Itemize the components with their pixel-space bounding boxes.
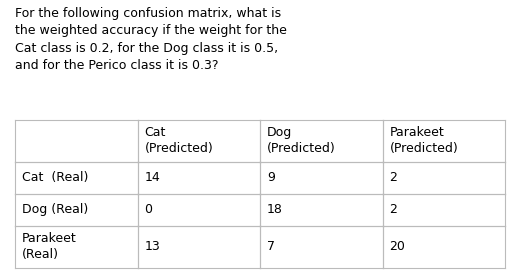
Text: 0: 0 [145,203,152,216]
Text: 9: 9 [267,171,275,185]
Text: Dog (Real): Dog (Real) [22,203,88,216]
Text: 2: 2 [389,171,398,185]
Text: Dog
(Predicted): Dog (Predicted) [267,126,336,155]
Text: 13: 13 [145,240,160,254]
Text: Parakeet
(Predicted): Parakeet (Predicted) [389,126,458,155]
Text: Cat
(Predicted): Cat (Predicted) [145,126,213,155]
Text: For the following confusion matrix, what is
the weighted accuracy if the weight : For the following confusion matrix, what… [15,7,287,72]
Text: 14: 14 [145,171,160,185]
Text: 18: 18 [267,203,283,216]
Text: 2: 2 [389,203,398,216]
Text: Cat  (Real): Cat (Real) [22,171,88,185]
Text: Parakeet
(Real): Parakeet (Real) [22,232,77,262]
Text: 20: 20 [389,240,405,254]
Text: 7: 7 [267,240,275,254]
